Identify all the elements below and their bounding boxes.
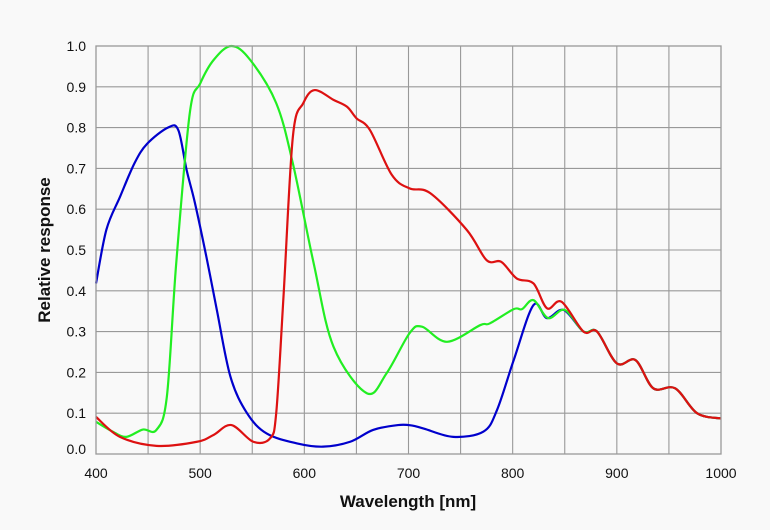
y-tick-label: 0.8 — [67, 120, 87, 136]
y-tick-label: 0.0 — [67, 441, 87, 457]
x-tick-label: 800 — [501, 465, 525, 481]
y-tick-label: 0.4 — [67, 283, 87, 299]
series-line-red — [95, 88, 722, 448]
y-tick-label: 0.2 — [67, 364, 87, 380]
plot-frame — [95, 45, 722, 455]
y-tick-label: 0.7 — [67, 160, 87, 176]
x-tick-label: 500 — [188, 465, 212, 481]
grid — [96, 46, 721, 454]
series-lines — [94, 44, 722, 448]
x-tick-label: 600 — [293, 465, 317, 481]
x-tick-label: 700 — [397, 465, 421, 481]
x-tick-label: 400 — [84, 465, 108, 481]
y-axis-title: Relative response — [35, 177, 54, 323]
x-tick-label: 900 — [605, 465, 629, 481]
y-tick-label: 0.6 — [67, 201, 87, 217]
y-tick-labels: 0.0 0.1 0.2 0.3 0.4 0.5 0.6 0.7 0.8 0.9 1.0 — [67, 38, 87, 457]
y-tick-label: 0.1 — [67, 405, 87, 421]
y-tick-label: 0.5 — [67, 242, 87, 258]
x-tick-labels: 400 500 600 700 800 900 1000 — [84, 465, 736, 481]
y-tick-label: 0.3 — [67, 324, 87, 340]
x-axis-title: Wavelength [nm] — [340, 492, 476, 511]
y-tick-label: 0.9 — [67, 79, 87, 95]
y-tick-label: 1.0 — [67, 38, 87, 54]
x-tick-label: 1000 — [705, 465, 736, 481]
